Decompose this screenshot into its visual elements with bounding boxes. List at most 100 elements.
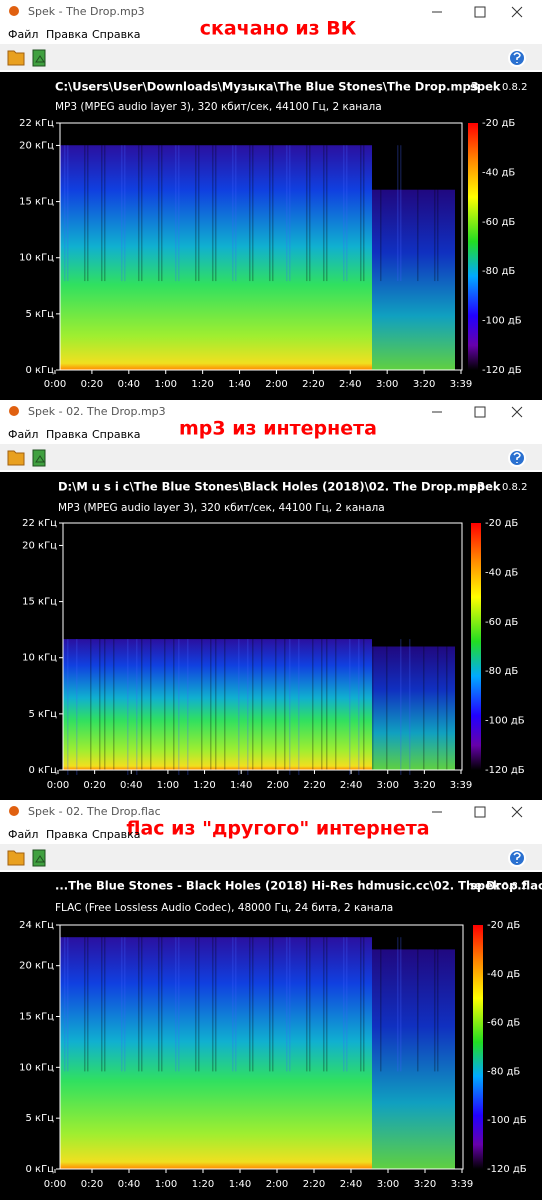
open-icon[interactable] [7,450,25,466]
time-label: 3:00 [376,379,398,390]
spectrogram-streak [87,937,89,1072]
time-label: 0:20 [81,1179,103,1190]
spectrogram-streak [201,639,203,775]
menu-item[interactable]: Файл [8,828,38,841]
spectrogram-streak [249,937,251,1072]
spectrogram-streak [104,639,106,775]
spectrogram-streak [289,639,291,775]
save-icon[interactable] [32,49,46,67]
spectrogram-streak [261,639,263,775]
maximize-button[interactable] [474,406,486,418]
app-name: spek [470,480,501,494]
toolbar [0,444,542,470]
menu-item[interactable]: Справка [92,828,140,841]
time-label: 2:40 [340,1179,362,1190]
plot-frame [59,924,464,1170]
freq-label: 0 кГц [26,365,55,376]
menu-item[interactable]: Правка [46,28,88,41]
app-icon [9,406,19,416]
db-label: -80 дБ [487,1066,520,1077]
spek-window: Spek - 02. The Drop.mp3 mp3 из интернета Ф… [0,400,542,800]
spectrogram-streak [269,145,271,282]
time-label: 0:00 [47,780,69,791]
freq-label: 0 кГц [29,765,58,776]
close-button[interactable] [511,806,523,818]
spectrogram-streak [323,937,325,1072]
file-path: D:\M u s i c\The Blue Stones\Black Holes… [58,480,485,494]
maximize-button[interactable] [474,806,486,818]
spectrogram-streak [312,639,314,775]
spectrogram-streak [104,937,106,1072]
spectrogram-streak [335,639,337,775]
format-info: MP3 (MPEG audio layer 3), 320 кбит/сек, … [58,502,385,514]
menu-item[interactable]: Файл [8,28,38,41]
plot-frame [62,522,463,771]
color-bar [473,925,483,1169]
time-label: 3:00 [376,780,398,791]
window-title: Spek - 02. The Drop.flac [28,805,161,818]
spectrogram-streak [380,145,382,282]
spectrogram-streak [252,937,254,1072]
spectrogram-streak [363,639,365,775]
spectrogram-streak [138,145,140,282]
menu-item[interactable]: Справка [92,28,140,41]
time-label: 3:39 [450,780,472,791]
open-icon[interactable] [7,850,25,866]
freq-label: 22 кГц [19,118,54,129]
spectrogram-streak [84,937,86,1072]
db-label: -120 дБ [482,365,522,376]
menu-item[interactable]: Правка [46,428,88,441]
menu-item[interactable]: Файл [8,428,38,441]
time-label: 2:20 [303,780,325,791]
spectrogram-streak [187,639,189,775]
spectrogram-streak [358,639,360,775]
save-icon[interactable] [32,849,46,867]
help-glyph [513,452,521,463]
menu-item[interactable]: Правка [46,828,88,841]
spectrogram-streak [136,639,138,775]
spectrogram-streak [434,937,436,1072]
spectrogram-streak [121,145,123,282]
color-bar [471,523,481,770]
freq-label: 20 кГц [19,140,54,151]
spectrogram-streak [210,639,212,775]
time-label: 2:40 [339,379,361,390]
spectrogram-streak [417,145,419,282]
spectrogram-streak [99,639,101,775]
time-label: 3:39 [451,1179,473,1190]
file-path: C:\Users\User\Downloads\Музыка\The Blue … [55,80,479,94]
spectrogram-main [63,639,372,770]
title-bar [0,0,542,22]
close-button[interactable] [511,6,523,18]
spectrogram-streak [141,145,143,282]
close-button[interactable] [511,406,523,418]
spectrogram-streak [104,145,106,282]
spectrogram-streak [84,145,86,282]
time-label: 1:20 [193,780,215,791]
spectrogram-streak [161,937,163,1072]
time-label: 2:20 [302,379,324,390]
spectrogram-streak [437,145,439,282]
spectrogram-streak [195,145,197,282]
spectrogram-streak [90,639,92,775]
spectrogram-streak [446,639,448,775]
spectrogram-streak [326,639,328,775]
toolbar [0,844,542,870]
spectrogram-streak [309,937,311,1072]
format-info: FLAC (Free Lossless Audio Codec), 48000 … [55,902,393,914]
spectrogram-streak [306,937,308,1072]
spectrogram-streak [400,145,402,282]
time-label: 0:20 [83,780,105,791]
db-label: -60 дБ [482,217,515,228]
spectrogram-streak [121,937,123,1072]
time-label: 1:20 [192,1179,214,1190]
time-label: 0:40 [120,780,142,791]
time-label: 3:20 [414,1179,436,1190]
spectrogram-tail [372,646,455,770]
menu-item[interactable]: Справка [92,428,140,441]
save-icon[interactable] [32,449,46,467]
spectrogram-streak [238,639,240,775]
maximize-button[interactable] [474,6,486,18]
open-icon[interactable] [7,50,25,66]
annotation: flac из "другого" интернета [126,818,429,840]
